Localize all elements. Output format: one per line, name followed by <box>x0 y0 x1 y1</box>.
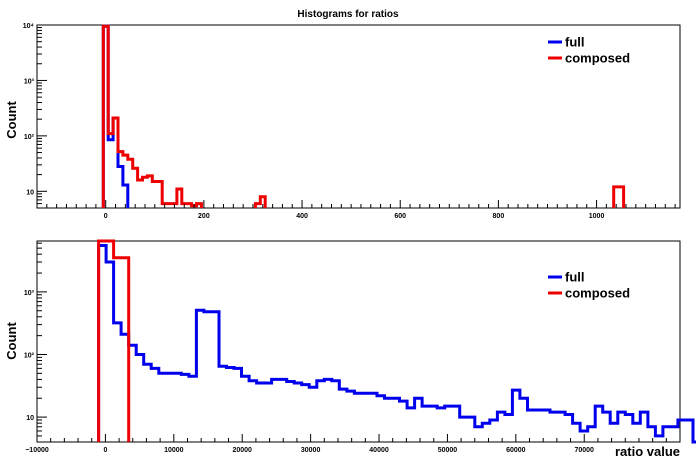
x-tick-label: 0 <box>104 213 108 220</box>
y-tick-label: 10 <box>26 415 34 422</box>
x-tick-label: 0 <box>103 447 107 454</box>
y-tick-label: 10³ <box>24 78 35 85</box>
x-tick-label: 30000 <box>301 447 321 454</box>
legend-label-composed: composed <box>565 286 630 301</box>
x-tick-label: 40000 <box>369 447 389 454</box>
y-tick-label: 10⁴ <box>23 23 35 30</box>
x-tick-label: 50000 <box>438 447 458 454</box>
legend-label-composed: composed <box>565 51 630 66</box>
x-tick-label: 60000 <box>506 447 526 454</box>
x-axis-title: ratio value <box>615 444 680 459</box>
x-tick-label: 1000 <box>589 213 605 220</box>
y-tick-label: 10² <box>24 352 35 359</box>
x-tick-label: 20000 <box>232 447 252 454</box>
y-tick-label: 10 <box>26 189 34 196</box>
x-tick-label: 70000 <box>574 447 594 454</box>
x-tick-label: 600 <box>394 213 406 220</box>
legend-label-full: full <box>565 270 585 285</box>
y-axis-title: Count <box>4 101 19 139</box>
y-tick-label: 10³ <box>24 290 35 297</box>
bottom-panel: −10000 0 10000 20000 30000 40000 50000 60000 700… <box>4 239 696 459</box>
plot-frame <box>36 24 681 209</box>
series-composed-histogram <box>101 24 626 208</box>
legend-label-full: full <box>565 35 585 50</box>
top-panel: 0 200 400 600 800 1000 10 10² 10³ 10⁴ Count fullcom… <box>4 23 681 220</box>
y-axis-title: Count <box>4 322 19 360</box>
x-tick-label: 200 <box>198 213 210 220</box>
series-full-histogram <box>97 244 696 444</box>
chart-title: Histograms for ratios <box>297 9 399 20</box>
plot-frame <box>36 240 681 443</box>
y-tick-label: 10² <box>24 134 35 141</box>
x-tick-label: −10000 <box>25 447 49 454</box>
x-tick-label: 10000 <box>164 447 184 454</box>
x-tick-label: 800 <box>493 213 505 220</box>
x-tick-label: 400 <box>296 213 308 220</box>
series-composed-histogram <box>97 239 131 442</box>
